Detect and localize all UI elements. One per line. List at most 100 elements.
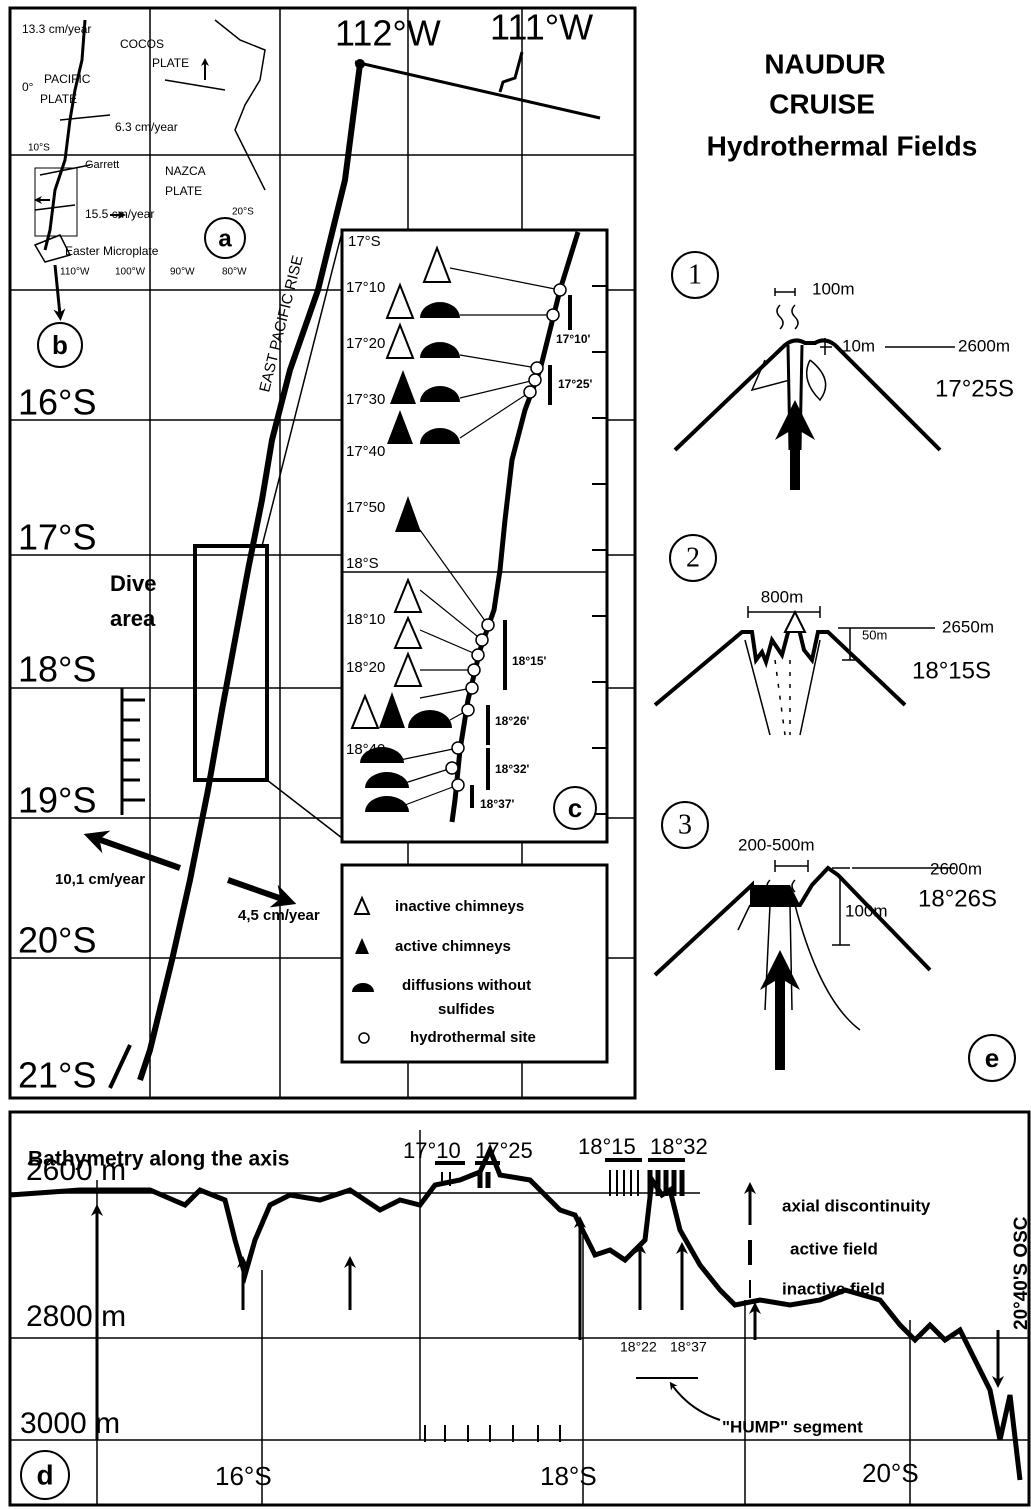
label: 3000 m [20,1407,120,1440]
label: 20°S [232,207,254,218]
label: 18°10 [346,611,385,628]
cross-sections: 1 100m 10m 2600m 17°25S 2 800m 50m 2650m… [655,252,1015,1081]
title: NAUDUR CRUISE Hydrothermal Fields [707,48,978,161]
inset-c: 17°S 17°10 17°20 17°30 17°40 17°50 18°S … [342,230,607,842]
label: Hydrothermal Fields [707,130,978,161]
label: Garrett [85,159,119,171]
label: 90°W [170,267,195,278]
inset-c-shape-shape [554,284,566,296]
label: 17°20 [346,335,385,352]
label: 2600m [930,859,982,878]
label: PLATE [40,92,77,106]
label: 16°S [18,382,96,423]
label: 3 [678,809,692,840]
label: 18°20 [346,659,385,676]
label: diffusions without [402,977,531,994]
inset-c-shape-shape [524,386,536,398]
label: 6.3 cm/year [115,120,178,134]
label: 13.3 cm/year [22,22,91,36]
label: 100m [845,901,888,920]
inset-c-shape-shape [472,649,484,661]
label: d [36,1459,53,1490]
page: 112°W 111°W 16°S 17°S 18°S 19°S 20°S 21°… [0,0,1031,1509]
label: 0° [22,80,34,94]
legend: inactive chimneys active chimneys diffus… [342,865,607,1062]
label: NAZCA [165,164,206,178]
figure: 112°W 111°W 16°S 17°S 18°S 19°S 20°S 21°… [0,0,1031,1509]
label: 18°32 [650,1134,708,1159]
label: "HUMP" segment [722,1417,863,1436]
inset-c-shape-shape [476,634,488,646]
label: 18°S [346,555,379,572]
inset-c-shape-shape [446,762,458,774]
label: 17°S [348,233,381,250]
cross-sections-shape [775,660,790,735]
label: 17°50 [346,499,385,516]
label: 10,1 cm/year [55,871,145,888]
label: b [52,330,68,360]
label: 80°W [222,267,247,278]
label: PLATE [165,184,202,198]
label: 17°10 [346,279,385,296]
label: 17°40 [346,443,385,460]
label: 18°15 [578,1134,636,1159]
label: 20°S [18,920,96,961]
label: a [218,225,232,252]
label: 18°15' [512,654,546,668]
label: 50m [862,627,887,642]
label: hydrothermal site [410,1029,536,1046]
label: NAUDUR [764,48,885,79]
legend-shape [359,1033,369,1043]
label: 2650m [942,617,994,636]
label: 18°40 [346,741,385,758]
label: 21°S [18,1055,96,1096]
label: COCOS [120,37,164,51]
inset-c-shape-shape [531,362,543,374]
label: 200-500m [738,835,815,854]
label: axial discontinuity [782,1196,931,1215]
label: 16°S [215,1461,272,1491]
label: 10m [842,336,875,355]
label: 18°37 [670,1339,707,1355]
label: active field [790,1239,878,1258]
label: 17°10 [403,1138,461,1163]
label: 18°26S [918,885,997,912]
label: 10°S [28,143,50,154]
label: 18°S [540,1461,597,1491]
label: PACIFIC [44,72,91,86]
label: e [985,1043,999,1073]
label: Dive [110,571,156,596]
label: 17°25' [558,377,592,391]
label: 18°37' [480,797,514,811]
label: area [110,606,156,631]
label: 100°W [115,267,146,278]
label: 18°22 [620,1339,657,1355]
label: 17°25S [935,375,1014,402]
label: 111°W [490,7,593,48]
label: inactive field [782,1279,885,1298]
label: 20°40'S OSC [1011,1216,1031,1330]
cross-sections-shape [675,340,940,450]
label: 17°S [18,517,96,558]
label: 18°32' [495,762,529,776]
label: 1 [688,259,702,290]
label: sulfides [438,1001,495,1018]
label: Easter Microplate [65,244,159,258]
label: 19°S [18,780,96,821]
label: 110°W [60,267,90,278]
label: active chimneys [395,938,511,955]
inset-c-shape-shape [452,779,464,791]
label: 2800 m [26,1300,126,1333]
map-panel-shape [355,59,365,69]
inset-c-shape-shape [529,374,541,386]
label: 15.5 cm/year [85,207,154,221]
label: 18°15S [912,657,991,684]
label: 2 [686,542,700,573]
label: PLATE [152,56,189,70]
label: 18°26' [495,714,529,728]
label: 800m [761,587,804,606]
label: c [568,793,582,823]
label: 18°S [18,649,96,690]
bathymetry-panel-shape [10,1112,1029,1505]
label: inactive chimneys [395,898,524,915]
